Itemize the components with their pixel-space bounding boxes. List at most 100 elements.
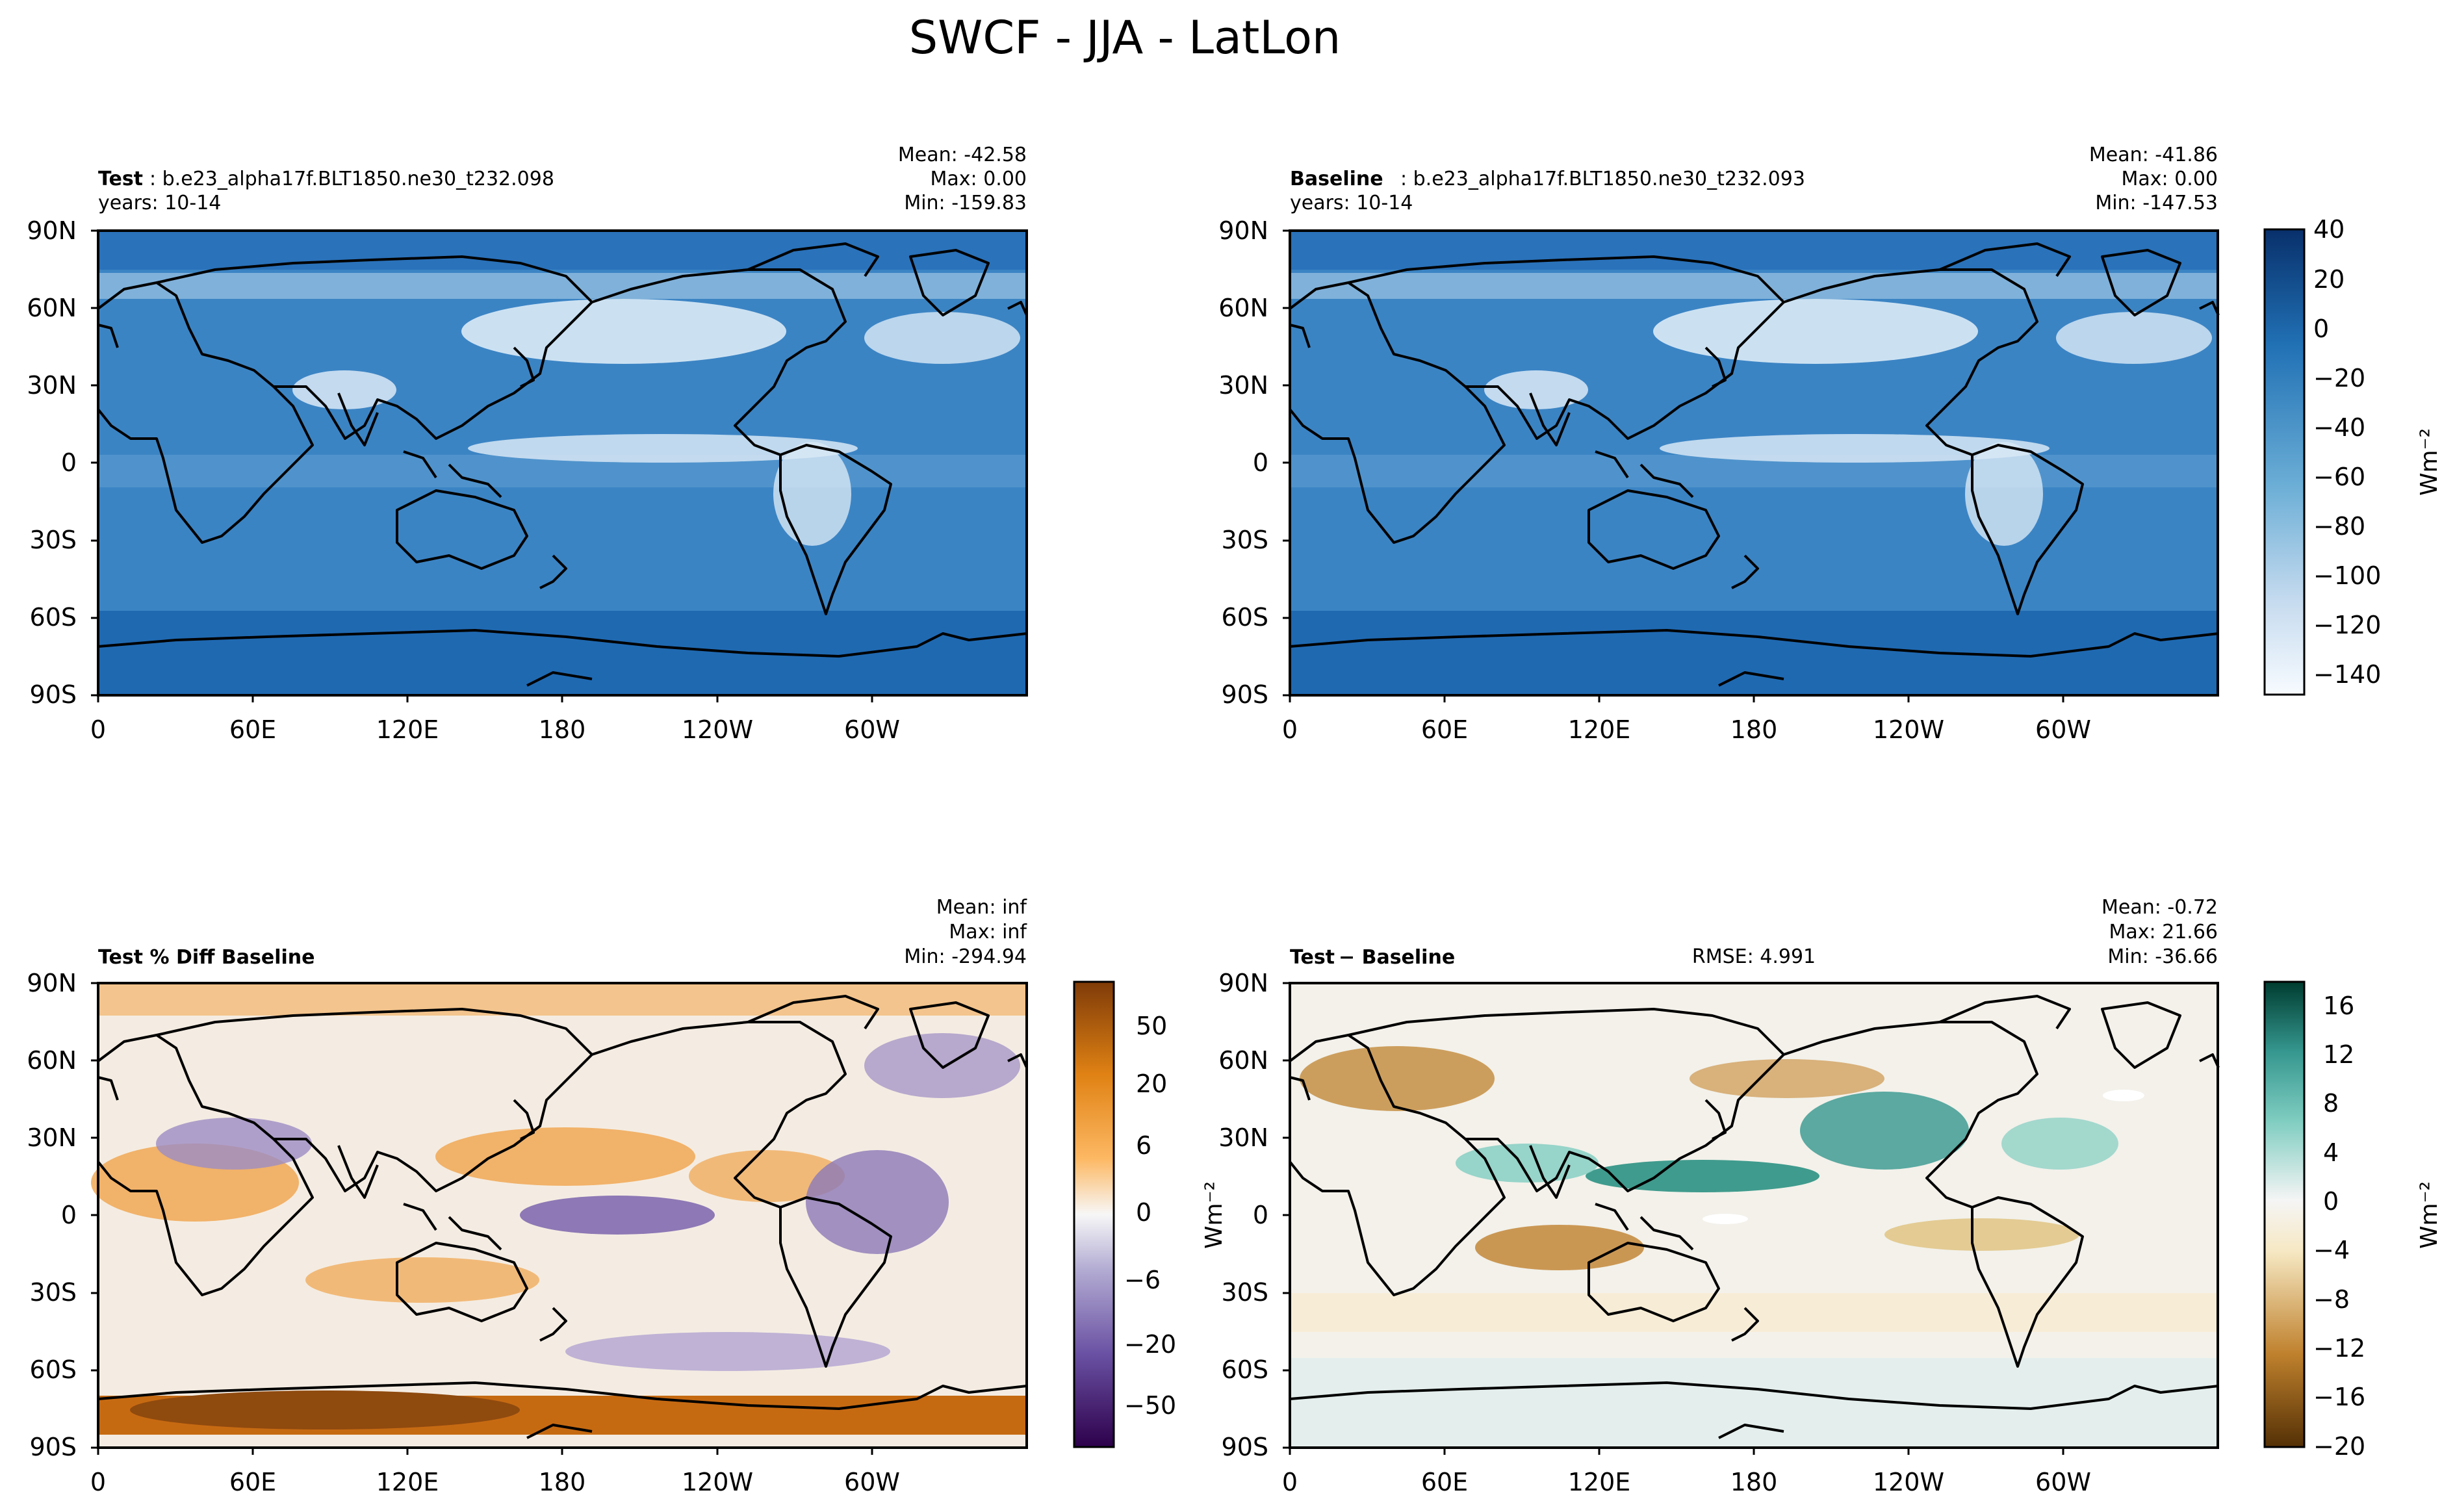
colorbar-brbg-fill (2263, 980, 2306, 1448)
x-tick-label: 180 (539, 1468, 586, 1496)
panel-pct-orange-patch (689, 1150, 845, 1202)
panel-baseline-yaxis: 90N 60N 30N 0 30S 60S 90S (1218, 216, 1268, 709)
panel-diff-brown-patch (1884, 1218, 2079, 1251)
panel-test-max: Max: 0.00 (931, 168, 1027, 190)
y-tick-label: 60S (30, 603, 77, 632)
panel-diff-title-rest: − Baseline (1339, 946, 1455, 969)
panel-test-years: years: 10-14 (98, 192, 221, 214)
y-tick-label: 0 (1253, 1201, 1268, 1229)
panel-baseline-max: Max: 0.00 (2122, 168, 2218, 190)
panel-pct-max: Max: inf (949, 921, 1027, 943)
panel-diff-green-patch (1800, 1092, 1969, 1170)
y-tick-label: 60N (27, 1046, 77, 1075)
panel-pct-purple-patch (156, 1118, 312, 1170)
y-tick-label: 30S (30, 1278, 77, 1307)
panel-baseline-atlantic-clear-patch (2056, 312, 2212, 364)
cb-tick-label: 40 (2313, 215, 2345, 244)
colorbar-puor-ticks: 50 20 6 0 −6 −20 −50 (1124, 1012, 1176, 1420)
panel-diff-yaxis: 90N 60N 30N 0 30S 60S 90S (1218, 969, 1268, 1461)
cb-tick-label: −6 (1124, 1266, 1161, 1294)
colorbar-brbg: 16 12 8 4 0 −4 −8 −12 −16 −20 Wm⁻² (2263, 980, 2443, 1461)
x-tick-label: 120E (1568, 715, 1631, 744)
y-tick-label: 90N (1218, 969, 1268, 997)
colorbar-brbg-label: Wm⁻² (2416, 1181, 2443, 1249)
cb-tick-label: 0 (2313, 314, 2329, 343)
panel-baseline-title-bold: Baseline (1290, 168, 1383, 190)
cb-tick-label: −20 (2313, 1432, 2365, 1461)
cb-tick-label: 20 (1136, 1070, 1167, 1098)
panel-diff: Test − Baseline RMSE: 4.991 Mean: -0.72 … (1201, 896, 2220, 1496)
x-tick-label: 120W (682, 715, 753, 744)
panel-test-mean: Mean: -42.58 (898, 144, 1027, 166)
panel-pct-min: Min: -294.94 (904, 945, 1027, 968)
y-tick-label: 0 (1253, 448, 1268, 477)
panel-test-pacific-clear-patch (461, 299, 786, 364)
cb-tick-label: 8 (2323, 1089, 2339, 1118)
y-tick-label: 30N (1218, 1123, 1268, 1152)
panel-baseline-min: Min: -147.53 (2095, 192, 2218, 214)
y-tick-label: 60S (1222, 1355, 1268, 1384)
x-tick-label: 120E (376, 715, 439, 744)
y-tick-label: 30S (1222, 526, 1268, 554)
cb-tick-label: 0 (1136, 1198, 1151, 1227)
x-tick-label: 60E (1421, 715, 1468, 744)
panel-test-itcz-patch (468, 434, 858, 463)
x-tick-label: 120E (1568, 1468, 1631, 1496)
panel-pct-title: Test % Diff Baseline (98, 946, 315, 969)
y-tick-label: 90S (30, 1433, 77, 1461)
panel-diff-rmse: RMSE: 4.991 (1692, 945, 1816, 968)
panel-diff-brown-patch (1690, 1059, 1884, 1098)
panel-pct-diff: Test % Diff Baseline Mean: inf Max: inf … (27, 896, 1028, 1496)
panel-pct-antarctic-patch (130, 1390, 520, 1429)
panel-baseline-itcz-patch (1660, 434, 2050, 463)
x-tick-label: 60W (2035, 1468, 2091, 1496)
panel-diff-max: Max: 21.66 (2109, 921, 2218, 943)
y-tick-label: 90N (27, 969, 77, 997)
x-tick-label: 60E (229, 715, 276, 744)
panel-baseline-map (1289, 231, 2220, 695)
y-tick-label: 30N (1218, 371, 1268, 400)
cb-tick-label: 50 (1136, 1012, 1167, 1040)
panel-test-title-bold: Test (98, 168, 143, 190)
panel-pct-purple-patch (565, 1332, 890, 1371)
panel-pct-xaxis: 0 60E 120E 180 120W 60W (90, 1468, 900, 1496)
cb-tick-label: −100 (2313, 561, 2381, 590)
cb-tick-label: −4 (2313, 1236, 2350, 1264)
x-tick-label: 0 (1282, 715, 1298, 744)
panel-diff-white-patch (2103, 1090, 2144, 1101)
x-tick-label: 180 (539, 715, 586, 744)
y-tick-label: 30N (27, 1123, 77, 1152)
panel-baseline-title-rest: : b.e23_alpha17f.BLT1850.ne30_t232.093 (1400, 168, 1805, 190)
x-tick-label: 120W (682, 1468, 753, 1496)
cb-tick-label: 20 (2313, 265, 2345, 294)
panel-test-xaxis: 0 60E 120E 180 120W 60W (90, 715, 900, 744)
cb-tick-label: −20 (1124, 1330, 1176, 1359)
panel-pct-mean: Mean: inf (936, 896, 1028, 919)
panel-baseline-mean: Mean: -41.86 (2089, 144, 2218, 166)
cb-tick-label: 6 (1136, 1131, 1151, 1160)
panel-diff-min: Min: -36.66 (2107, 945, 2218, 968)
panel-diff-xaxis: 0 60E 120E 180 120W 60W (1282, 1468, 2091, 1496)
y-tick-label: 30N (27, 371, 77, 400)
colorbar-blues-ticks: 40 20 0 −20 −40 −60 −80 −100 −120 −140 (2313, 215, 2381, 689)
x-tick-label: 60W (844, 715, 900, 744)
panel-diff-brown-patch (1300, 1046, 1495, 1111)
panel-diff-white-patch (1703, 1214, 1748, 1224)
colorbar-blues-fill (2263, 228, 2306, 696)
cb-tick-label: −60 (2313, 463, 2365, 491)
cb-tick-label: −40 (2313, 413, 2365, 442)
panel-baseline-years: years: 10-14 (1290, 192, 1413, 214)
panel-diff-title-bold: Test (1290, 946, 1335, 969)
cb-tick-label: 16 (2323, 992, 2354, 1020)
panel-test-stratus-patch (773, 442, 851, 546)
x-tick-label: 60W (844, 1468, 900, 1496)
panel-pct-yaxis: 90N 60N 30N 0 30S 60S 90S (27, 969, 77, 1461)
cb-tick-label: −12 (2313, 1334, 2365, 1363)
panel-pct-purple-patch (520, 1196, 715, 1235)
panel-baseline: Baseline : b.e23_alpha17f.BLT1850.ne30_t… (1218, 144, 2220, 744)
x-tick-label: 180 (1730, 1468, 1778, 1496)
y-tick-label: 90S (1222, 680, 1268, 709)
y-tick-label: 60N (1218, 294, 1268, 322)
y-tick-label: 30S (1222, 1278, 1268, 1307)
x-tick-label: 0 (90, 1468, 106, 1496)
